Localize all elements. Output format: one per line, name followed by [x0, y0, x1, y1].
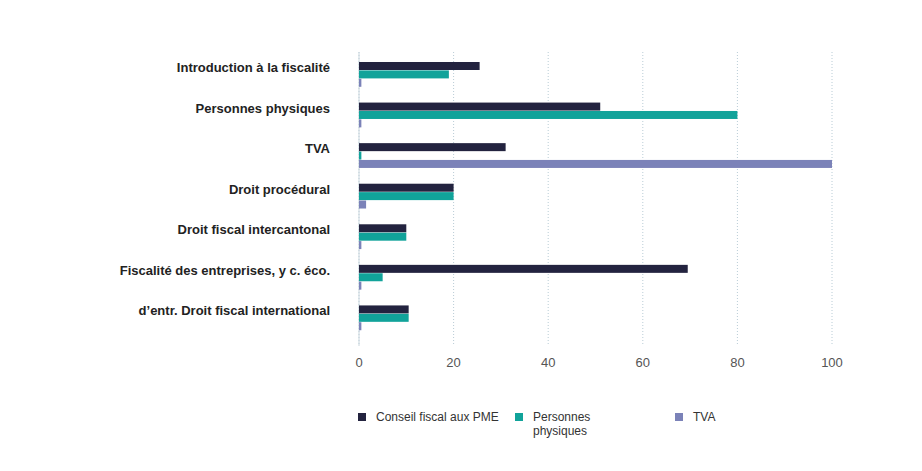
legend-label: Conseil fiscal aux PME — [376, 410, 499, 424]
bar — [359, 152, 361, 160]
tick-label: 60 — [636, 355, 650, 370]
grid-line — [642, 52, 643, 346]
bar — [359, 160, 832, 168]
bar — [359, 111, 737, 119]
bar — [359, 192, 454, 200]
legend-swatch — [358, 413, 366, 421]
bar — [359, 273, 383, 281]
legend-item: Personnes physiques — [515, 410, 618, 438]
bar — [359, 79, 361, 87]
category-label: d’entr. Droit fiscal international — [139, 303, 330, 318]
bar — [359, 305, 409, 313]
legend-swatch — [515, 413, 523, 421]
legend-item: Conseil fiscal aux PME — [358, 410, 499, 424]
tick-label: 0 — [355, 355, 362, 370]
category-label: TVA — [305, 141, 331, 156]
bars — [359, 62, 832, 330]
legend-item: TVA — [675, 410, 715, 424]
bar — [359, 62, 480, 70]
legend-label: TVA — [693, 410, 715, 424]
bar — [359, 70, 449, 78]
bar — [359, 103, 600, 111]
category-label: Droit procédural — [229, 182, 330, 197]
category-label: Introduction à la fiscalité — [177, 60, 330, 75]
bar — [359, 265, 688, 273]
category-label: Personnes physiques — [196, 101, 330, 116]
bar — [359, 224, 406, 232]
bar — [359, 314, 409, 322]
bar — [359, 184, 454, 192]
bar — [359, 241, 361, 249]
category-label: Fiscalité des entreprises, y c. éco. — [120, 263, 330, 278]
category-label: Droit fiscal intercantonal — [178, 222, 330, 237]
grid-line — [548, 52, 549, 346]
grid-line — [737, 52, 738, 346]
bar — [359, 233, 406, 241]
tick-label: 20 — [446, 355, 460, 370]
legend-label: Personnes physiques — [533, 410, 618, 438]
tick-label: 80 — [730, 355, 744, 370]
tick-label: 40 — [541, 355, 555, 370]
bar — [359, 322, 361, 330]
bar — [359, 282, 361, 290]
bar — [359, 201, 366, 209]
bar — [359, 143, 506, 151]
grid-line — [832, 52, 833, 346]
legend-swatch — [675, 413, 683, 421]
bar — [359, 119, 361, 127]
tick-label: 100 — [821, 355, 843, 370]
